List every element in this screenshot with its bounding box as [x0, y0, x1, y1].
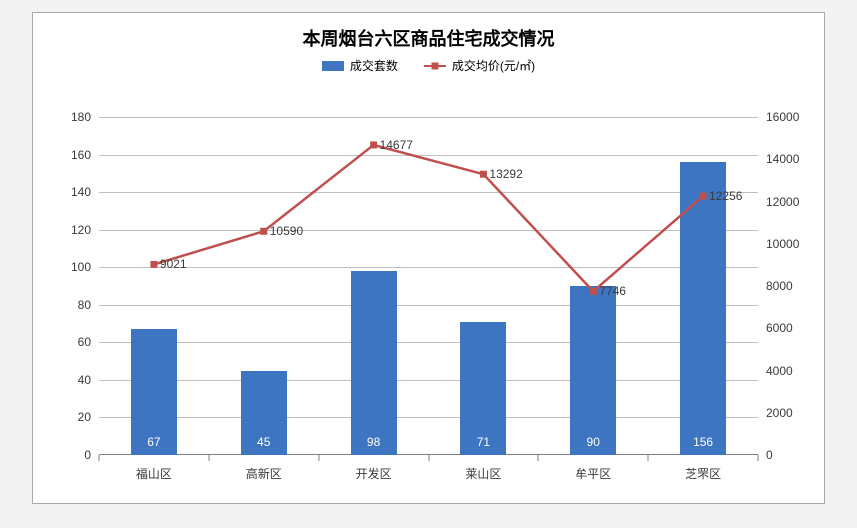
- y-right-tick-label: 14000: [766, 152, 799, 166]
- y-right-tick-label: 16000: [766, 110, 799, 124]
- x-category-label: 福山区: [136, 465, 172, 482]
- line-value-label: 12256: [709, 189, 742, 203]
- line-value-label: 13292: [489, 167, 522, 181]
- legend-item-line: 成交均价(元/㎡): [424, 57, 535, 74]
- legend: 成交套数 成交均价(元/㎡): [33, 57, 824, 74]
- legend-line-label: 成交均价(元/㎡): [452, 57, 535, 74]
- y-right-tick-label: 0: [766, 448, 773, 462]
- y-left-tick-label: 140: [71, 185, 91, 199]
- x-category-label: 莱山区: [465, 465, 501, 482]
- x-tick: [428, 455, 429, 461]
- x-category-label: 开发区: [356, 465, 392, 482]
- chart-panel: 本周烟台六区商品住宅成交情况 成交套数 成交均价(元/㎡) 0204060801…: [32, 12, 825, 504]
- line-value-label: 14677: [380, 138, 413, 152]
- line-value-label: 9021: [160, 257, 187, 271]
- x-tick: [758, 455, 759, 461]
- line-value-label: 10590: [270, 224, 303, 238]
- x-tick: [538, 455, 539, 461]
- y-left-tick-label: 20: [78, 410, 91, 424]
- legend-bar-swatch: [322, 61, 344, 71]
- y-right-tick-label: 12000: [766, 195, 799, 209]
- line-marker: [700, 193, 707, 200]
- chart-container: 本周烟台六区商品住宅成交情况 成交套数 成交均价(元/㎡) 0204060801…: [0, 0, 857, 528]
- x-category-label: 高新区: [246, 465, 282, 482]
- x-tick: [99, 455, 100, 461]
- y-left-tick-label: 120: [71, 223, 91, 237]
- y-left-tick-label: 160: [71, 148, 91, 162]
- line-series: [99, 117, 758, 455]
- y-right-tick-label: 6000: [766, 321, 793, 335]
- y-left-tick-label: 40: [78, 373, 91, 387]
- x-tick: [648, 455, 649, 461]
- y-right-tick-label: 2000: [766, 406, 793, 420]
- plot-area: 0204060801001201401601800200040006000800…: [99, 117, 758, 455]
- y-left-tick-label: 100: [71, 260, 91, 274]
- legend-item-bar: 成交套数: [322, 57, 398, 74]
- chart-title: 本周烟台六区商品住宅成交情况: [33, 13, 824, 51]
- x-tick: [318, 455, 319, 461]
- y-left-tick-label: 80: [78, 298, 91, 312]
- y-left-tick-label: 0: [84, 448, 91, 462]
- y-right-tick-label: 4000: [766, 364, 793, 378]
- x-tick: [208, 455, 209, 461]
- line-value-label: 7746: [599, 284, 626, 298]
- y-left-tick-label: 60: [78, 335, 91, 349]
- line-marker: [260, 228, 267, 235]
- legend-bar-label: 成交套数: [350, 57, 398, 74]
- y-left-tick-label: 180: [71, 110, 91, 124]
- line-marker: [150, 261, 157, 268]
- line-marker: [370, 141, 377, 148]
- y-right-tick-label: 10000: [766, 237, 799, 251]
- line-marker: [480, 171, 487, 178]
- line-marker: [590, 288, 597, 295]
- y-right-tick-label: 8000: [766, 279, 793, 293]
- x-category-label: 芝罘区: [685, 465, 721, 482]
- x-category-label: 牟平区: [575, 465, 611, 482]
- legend-line-swatch: [424, 65, 446, 67]
